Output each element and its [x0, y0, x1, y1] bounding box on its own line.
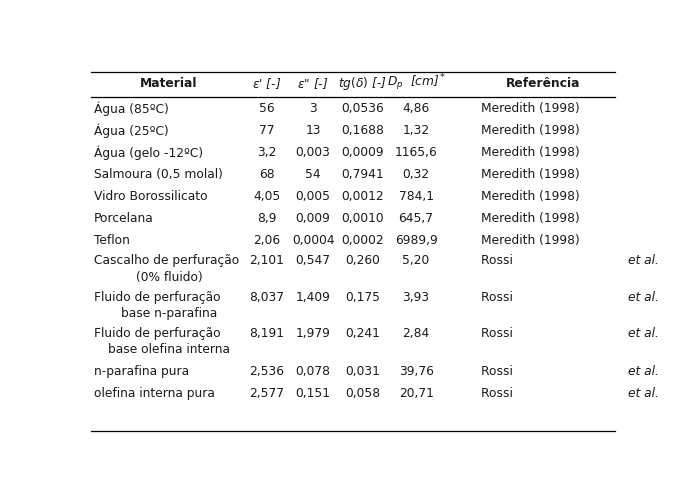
Text: 0,005: 0,005	[296, 190, 331, 203]
Text: Teflon: Teflon	[94, 234, 130, 247]
Text: 1,979: 1,979	[296, 327, 331, 340]
Text: 0,0009: 0,0009	[342, 146, 384, 159]
Text: Água (gelo -12ºC): Água (gelo -12ºC)	[94, 145, 203, 160]
Text: et al.: et al.	[628, 291, 659, 304]
Text: base olefina interna: base olefina interna	[108, 343, 230, 356]
Text: Rossi: Rossi	[481, 291, 517, 304]
Text: $\varepsilon$' [-]: $\varepsilon$' [-]	[252, 76, 281, 91]
Text: 0,0010: 0,0010	[342, 212, 384, 225]
Text: olefina interna pura: olefina interna pura	[94, 387, 215, 400]
Text: 1,32: 1,32	[402, 124, 430, 137]
Text: 0,009: 0,009	[296, 212, 331, 225]
Text: Material: Material	[140, 77, 198, 90]
Text: $D_p$  [cm]: $D_p$ [cm]	[387, 74, 440, 92]
Text: Meredith (1998): Meredith (1998)	[481, 146, 580, 159]
Text: 0,0002: 0,0002	[342, 234, 384, 247]
Text: 3,2: 3,2	[257, 146, 276, 159]
Text: 0,7941: 0,7941	[342, 168, 384, 181]
Text: 20,71: 20,71	[399, 387, 433, 400]
Text: 2,84: 2,84	[402, 327, 430, 340]
Text: 2,536: 2,536	[249, 365, 284, 378]
Text: 6989,9: 6989,9	[395, 234, 438, 247]
Text: 2,101: 2,101	[249, 254, 284, 267]
Text: Meredith (1998): Meredith (1998)	[481, 102, 580, 115]
Text: et al.: et al.	[628, 387, 659, 400]
Text: (0% fluido): (0% fluido)	[136, 271, 203, 284]
Text: 0,058: 0,058	[345, 387, 380, 400]
Text: 3: 3	[309, 102, 317, 115]
Text: 13: 13	[305, 124, 321, 137]
Text: base n-parafina: base n-parafina	[121, 307, 217, 320]
Text: Salmoura (0,5 molal): Salmoura (0,5 molal)	[94, 168, 223, 181]
Text: 0,078: 0,078	[296, 365, 331, 378]
Text: n-parafina pura: n-parafina pura	[94, 365, 189, 378]
Text: $tg(\delta)$ [-]: $tg(\delta)$ [-]	[338, 75, 387, 92]
Text: Rossi: Rossi	[481, 254, 517, 267]
Text: 8,037: 8,037	[249, 291, 284, 304]
Text: 0,031: 0,031	[345, 365, 380, 378]
Text: 4,86: 4,86	[402, 102, 430, 115]
Text: 0,0012: 0,0012	[342, 190, 384, 203]
Text: 1165,6: 1165,6	[395, 146, 438, 159]
Text: $\varepsilon$" [-]: $\varepsilon$" [-]	[297, 76, 329, 91]
Text: 784,1: 784,1	[399, 190, 433, 203]
Text: Rossi: Rossi	[481, 365, 517, 378]
Text: 68: 68	[259, 168, 274, 181]
Text: 54: 54	[305, 168, 321, 181]
Text: 0,151: 0,151	[296, 387, 331, 400]
Text: Meredith (1998): Meredith (1998)	[481, 190, 580, 203]
Text: 0,0004: 0,0004	[291, 234, 334, 247]
Text: Rossi: Rossi	[481, 327, 517, 340]
Text: 56: 56	[259, 102, 274, 115]
Text: Meredith (1998): Meredith (1998)	[481, 168, 580, 181]
Text: 645,7: 645,7	[399, 212, 433, 225]
Text: 0,241: 0,241	[345, 327, 380, 340]
Text: Vidro Borossilicato: Vidro Borossilicato	[94, 190, 208, 203]
Text: 4,05: 4,05	[253, 190, 280, 203]
Text: 0,32: 0,32	[402, 168, 430, 181]
Text: 8,9: 8,9	[257, 212, 276, 225]
Text: Porcelana: Porcelana	[94, 212, 154, 225]
Text: 0,003: 0,003	[296, 146, 331, 159]
Text: 77: 77	[259, 124, 274, 137]
Text: 39,76: 39,76	[399, 365, 433, 378]
Text: Rossi: Rossi	[481, 387, 517, 400]
Text: 0,547: 0,547	[296, 254, 331, 267]
Text: 0,0536: 0,0536	[341, 102, 384, 115]
Text: et al.: et al.	[628, 365, 659, 378]
Text: 8,191: 8,191	[249, 327, 284, 340]
Text: Fluido de perfuração: Fluido de perfuração	[94, 327, 220, 340]
Text: 3,93: 3,93	[402, 291, 430, 304]
Text: 2,06: 2,06	[253, 234, 280, 247]
Text: Meredith (1998): Meredith (1998)	[481, 124, 580, 137]
Text: 0,1688: 0,1688	[341, 124, 384, 137]
Text: Cascalho de perfuração: Cascalho de perfuração	[94, 254, 239, 267]
Text: Fluido de perfuração: Fluido de perfuração	[94, 291, 220, 304]
Text: Meredith (1998): Meredith (1998)	[481, 212, 580, 225]
Text: $*$: $*$	[438, 71, 445, 80]
Text: 1,409: 1,409	[296, 291, 331, 304]
Text: 0,175: 0,175	[345, 291, 380, 304]
Text: 0,260: 0,260	[345, 254, 380, 267]
Text: et al.: et al.	[628, 254, 659, 267]
Text: Água (25ºC): Água (25ºC)	[94, 123, 169, 138]
Text: 2,577: 2,577	[249, 387, 284, 400]
Text: 5,20: 5,20	[402, 254, 430, 267]
Text: Meredith (1998): Meredith (1998)	[481, 234, 580, 247]
Text: et al.: et al.	[628, 327, 659, 340]
Text: Água (85ºC): Água (85ºC)	[94, 101, 169, 116]
Text: Referência: Referência	[506, 77, 580, 90]
